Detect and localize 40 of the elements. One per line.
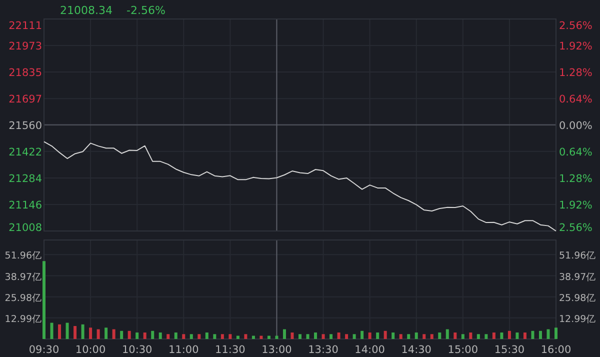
x-tick-label: 16:00 [540,344,572,356]
x-tick-label: 14:00 [354,344,385,356]
y-tick-label: 21008 [8,222,42,234]
y-tick-label: 21284 [8,172,42,185]
x-tick-label: 13:00 [262,344,292,356]
y2-tick-label: 51.96亿 [559,250,596,262]
y-tick-label: 38.97亿 [4,272,42,283]
y2-tick-label: 12.99亿 [559,314,596,325]
y2-tick-label: 38.97亿 [559,272,596,283]
y-tick-label: 22111 [8,20,42,32]
y-tick-label: 21973 [8,40,42,53]
y-tick-label: 21835 [8,67,42,80]
y-tick-label: 51.96亿 [4,250,42,262]
y2-tick-label: 0.00% [559,120,592,132]
text: -2.56% [126,4,166,17]
y2-tick-label: 1.28% [559,67,592,79]
x-tick-label: 14:30 [401,344,432,356]
x-tick-label: 09:30 [28,344,60,356]
y2-tick-label: 2.56% [559,222,592,234]
x-tick-label: 10:30 [122,344,152,356]
y2-tick-label: 1.28% [559,173,592,185]
y2-tick-label: 1.92% [559,40,592,52]
y2-tick-label: 1.92% [559,200,592,212]
y-tick-label: 21422 [8,146,42,158]
x-tick-label: 10:00 [75,344,106,356]
x-tick-label: 11:00 [168,344,199,356]
y-tick-label: 21146 [8,199,42,212]
y-tick-label: 21697 [8,94,42,106]
x-tick-label: 11:30 [215,344,246,356]
y-tick-label: 21560 [8,120,42,132]
y2-tick-label: 0.64% [559,94,592,106]
x-tick-label: 15:30 [494,344,525,356]
text: 21008.34 [60,4,112,17]
x-tick-label: 15:00 [448,344,478,356]
y2-tick-label: 2.56% [559,20,592,32]
y-tick-label: 12.99亿 [4,314,42,325]
x-tick-label: 13:30 [308,344,338,356]
y2-tick-label: 0.64% [559,146,592,158]
y2-tick-label: 25.98亿 [559,292,596,304]
y-tick-label: 25.98亿 [4,292,42,304]
